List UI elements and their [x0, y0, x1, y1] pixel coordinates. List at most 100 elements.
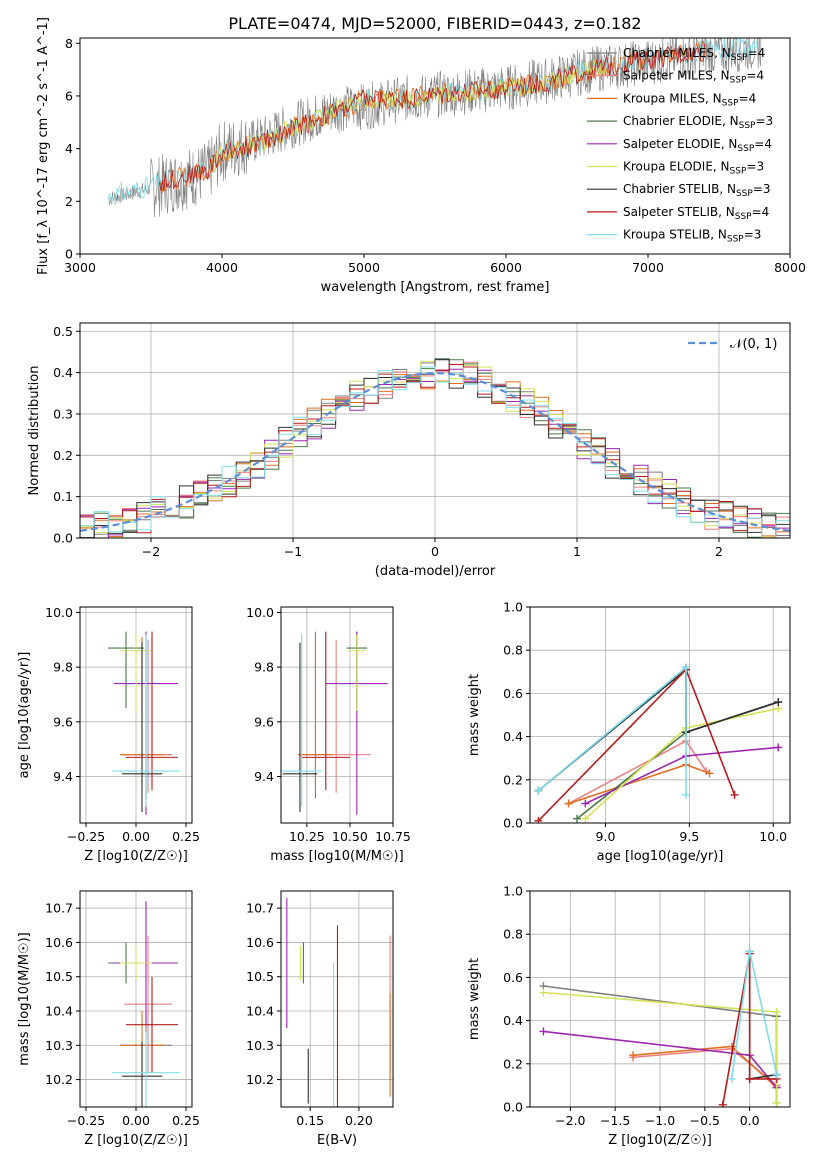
- weight-marker: [772, 1098, 781, 1107]
- y-tick-label: 6: [65, 88, 73, 103]
- x-tick-label: 10.0: [759, 829, 787, 844]
- y-tick-label: 0.2: [503, 1056, 523, 1071]
- y-tick-label: 10.2: [246, 1072, 274, 1087]
- y-tick-label: 1.0: [503, 884, 523, 899]
- weight-marker: [682, 663, 690, 672]
- weight-marker: [774, 698, 783, 707]
- x-tick-label: 0.00: [122, 829, 150, 844]
- legend-nssp: =4: [752, 205, 770, 219]
- x-axis-label: Z [log10(Z/Z☉)]: [84, 849, 188, 864]
- x-axis-label: wavelength [Angstrom, rest frame]: [321, 280, 550, 295]
- x-tick-label: 0.25: [172, 1113, 200, 1128]
- observed-spectrum-line: [108, 38, 762, 218]
- panel-mass_vs_Z: −0.25 0.00 0.25 10.2 10.3 10.4 10.5 10.6 10.7 Z […: [17, 890, 200, 1148]
- x-axis-label: mass [log10(M/M☉)]: [270, 849, 403, 864]
- y-tick-label: 0.0: [503, 816, 523, 831]
- y-axis-label: mass weight: [467, 674, 482, 756]
- y-tick-label: 0.8: [503, 927, 523, 942]
- model-spectrum-line: [159, 39, 706, 193]
- weight-marker: [772, 1007, 781, 1016]
- panel-mass_vs_ebv: 0.15 0.20 10.2 10.3 10.4 10.5 10.6 10.7 E(B-V): [246, 890, 394, 1148]
- legend-subscript: SSP: [730, 76, 747, 86]
- legend-label: Chabrier STELIB, NSSP=3: [623, 182, 771, 199]
- y-axis-label: age [log10(age/yr)]: [17, 652, 32, 779]
- y-tick-label: 0.6: [503, 970, 523, 985]
- weight-line: [537, 668, 736, 822]
- weight-marker: [572, 814, 581, 823]
- y-tick-label: 10.4: [45, 1004, 73, 1019]
- y-tick-label: 9.8: [254, 660, 274, 675]
- y-tick-label: 0.4: [503, 1013, 523, 1028]
- x-tick-label: −1.0: [645, 1113, 675, 1128]
- y-axis-label: Normed distribution: [27, 366, 42, 496]
- axes-frame: [280, 606, 394, 824]
- legend-label: 𝒩(0, 1): [730, 337, 777, 352]
- y-tick-label: 4: [65, 141, 73, 156]
- legend-label: Kroupa MILES, NSSP=4: [623, 91, 756, 108]
- y-tick-label: 9.4: [53, 769, 73, 784]
- weight-marker: [581, 799, 590, 808]
- x-tick-label: 8000: [774, 260, 806, 275]
- weight-marker: [772, 1070, 781, 1079]
- x-tick-label: −2.0: [555, 1113, 585, 1128]
- x-tick-label: 5000: [348, 260, 380, 275]
- weight-marker: [730, 790, 739, 799]
- legend-subscript: SSP: [730, 167, 747, 177]
- plot-area: [539, 947, 781, 1107]
- y-tick-label: 0.0: [53, 531, 73, 546]
- x-tick-label: 6000: [490, 260, 522, 275]
- legend-nssp: =3: [746, 160, 764, 174]
- y-tick-label: 10.7: [45, 901, 73, 916]
- x-tick-label: −1: [284, 544, 302, 559]
- weight-marker: [539, 1027, 548, 1036]
- y-tick-label: 10.3: [246, 1038, 274, 1053]
- weight-marker: [705, 769, 714, 778]
- y-tick-label: 9.6: [254, 714, 274, 729]
- x-tick-label: 4000: [206, 260, 238, 275]
- legend-subscript: SSP: [739, 121, 756, 131]
- model-spectrum-line: [159, 43, 706, 192]
- weight-line: [537, 665, 779, 792]
- x-tick-label: 9.5: [679, 829, 699, 844]
- x-tick-label: −0.5: [690, 1113, 720, 1128]
- y-tick-label: 0.2: [53, 448, 73, 463]
- y-tick-label: 0.6: [503, 686, 523, 701]
- figure-title: PLATE=0474, MJD=52000, FIBERID=0443, z=0…: [228, 14, 641, 33]
- x-tick-label: 10.50: [332, 829, 368, 844]
- x-tick-label: 10.75: [375, 829, 411, 844]
- legend-subscript: SSP: [737, 144, 754, 154]
- legend-subscript: SSP: [736, 189, 753, 199]
- weight-marker: [581, 814, 590, 823]
- y-tick-label: 9.4: [254, 769, 274, 784]
- legend-label: Chabrier ELODIE, NSSP=3: [623, 114, 773, 131]
- y-tick-label: 10.7: [246, 901, 274, 916]
- weight-marker: [629, 1051, 638, 1060]
- weight-line: [537, 665, 687, 795]
- y-tick-label: 10.2: [45, 1072, 73, 1087]
- plot-area: [108, 38, 762, 218]
- x-axis-label: E(B-V): [317, 1133, 357, 1148]
- weight-marker: [718, 1100, 727, 1107]
- axes-frame: [79, 606, 193, 824]
- x-axis-label: (data-model)/error: [375, 564, 496, 579]
- y-tick-label: 10.5: [45, 969, 73, 984]
- y-tick-label: 8: [65, 36, 73, 51]
- x-tick-label: 0.20: [345, 1113, 373, 1128]
- y-tick-label: 0.5: [53, 324, 73, 339]
- weight-marker: [745, 947, 754, 956]
- x-tick-label: 0.00: [122, 1113, 150, 1128]
- y-tick-label: 0.1: [53, 489, 73, 504]
- legend-label: Kroupa ELODIE, NSSP=3: [623, 160, 764, 177]
- weight-marker: [534, 816, 543, 823]
- weight-line: [585, 746, 779, 805]
- panel-age_vs_mass: 10.25 10.50 10.75 9.4 9.6 9.8 10.0 mass [log10(…: [246, 605, 411, 864]
- axes-frame: [529, 890, 791, 1108]
- y-tick-label: 0.8: [503, 643, 523, 658]
- y-tick-label: 10.4: [246, 1004, 274, 1019]
- legend-label: Salpeter ELODIE, NSSP=4: [623, 137, 772, 154]
- weight-marker: [539, 988, 548, 997]
- weight-line: [722, 953, 777, 1105]
- plot-area: [108, 901, 180, 1107]
- x-axis-label: Z [log10(Z/Z☉)]: [84, 1133, 188, 1148]
